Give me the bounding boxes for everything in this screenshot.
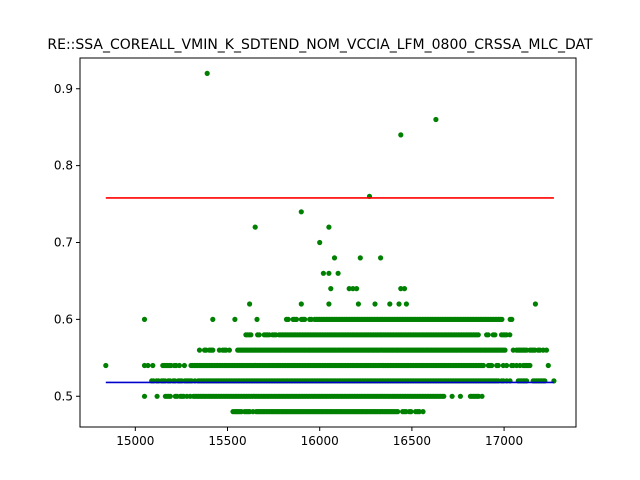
data-point <box>320 270 326 276</box>
y-tick-label: 0.6 <box>54 312 73 326</box>
data-point <box>354 286 360 292</box>
data-point <box>485 332 491 338</box>
x-tick-label: 17000 <box>485 434 523 448</box>
data-point <box>154 393 160 399</box>
data-point <box>545 362 551 369</box>
data-point <box>499 316 505 322</box>
data-point <box>326 270 332 276</box>
data-point <box>495 362 501 369</box>
data-point <box>532 301 539 307</box>
data-point <box>543 347 550 353</box>
data-point <box>317 239 323 246</box>
data-point <box>457 393 463 399</box>
data-point <box>479 393 485 399</box>
data-point <box>408 409 414 415</box>
data-point <box>326 301 332 307</box>
data-point <box>416 409 422 415</box>
data-point <box>285 316 291 322</box>
data-point <box>141 393 148 399</box>
data-point <box>103 362 109 369</box>
data-point <box>433 116 439 123</box>
data-point <box>176 362 182 369</box>
data-point <box>441 393 447 399</box>
data-point <box>480 362 486 369</box>
data-point <box>492 332 498 338</box>
data-point <box>396 301 402 307</box>
axes: 15000 15500 16000 16500 17000 0.5 0.6 0.7 0.8 0.9 <box>54 57 577 448</box>
data-point <box>504 362 510 369</box>
data-point <box>293 316 300 322</box>
data-point <box>226 347 232 353</box>
data-point <box>527 362 533 369</box>
x-tick-label: 15500 <box>208 434 246 448</box>
data-point <box>256 332 262 338</box>
data-point <box>509 316 515 322</box>
x-tick-label: 16000 <box>301 434 339 448</box>
data-point <box>350 286 356 292</box>
x-tick-label: 16500 <box>393 434 431 448</box>
data-point <box>210 347 216 353</box>
data-point <box>298 301 304 307</box>
data-point <box>420 409 426 415</box>
y-tick-label: 0.8 <box>54 159 73 173</box>
data-point <box>302 316 308 322</box>
data-point <box>248 332 254 338</box>
data-point <box>372 301 378 307</box>
data-point <box>475 332 481 338</box>
data-point <box>398 286 404 292</box>
data-point <box>204 70 210 76</box>
data-point <box>335 270 341 276</box>
data-point <box>346 286 352 292</box>
data-point <box>401 286 408 292</box>
data-point <box>150 362 156 369</box>
data-point <box>232 316 238 322</box>
data-point <box>507 332 513 338</box>
data-point <box>141 316 148 322</box>
data-point <box>210 316 216 322</box>
chart-title: RE::SSA_COREALL_VMIN_K_SDTEND_NOM_VCCIA_… <box>47 37 593 53</box>
data-point <box>489 362 495 369</box>
data-point <box>357 255 363 261</box>
y-tick-label: 0.7 <box>54 236 73 250</box>
y-tick-label: 0.5 <box>54 389 73 403</box>
axes-frame <box>79 57 577 428</box>
data-point <box>252 224 258 230</box>
data-point <box>196 347 203 353</box>
x-tick-label: 15000 <box>116 434 154 448</box>
data-point <box>254 316 260 322</box>
data-point <box>502 347 508 353</box>
data-point <box>387 301 393 307</box>
data-point <box>328 286 334 292</box>
data-point <box>181 362 187 369</box>
data-point <box>247 301 253 307</box>
data-point <box>413 409 419 415</box>
data-point <box>331 255 338 261</box>
data-point <box>449 393 455 399</box>
data-point <box>145 362 151 369</box>
data-point <box>395 409 401 415</box>
y-tick-label: 0.9 <box>54 82 73 96</box>
data-point <box>403 301 409 307</box>
data-point <box>167 393 173 399</box>
data-point <box>326 224 332 230</box>
plot-area <box>103 70 557 415</box>
data-point <box>378 255 384 261</box>
data-point <box>232 409 238 415</box>
data-point <box>398 132 404 138</box>
data-point <box>298 209 304 215</box>
data-point <box>355 301 361 307</box>
